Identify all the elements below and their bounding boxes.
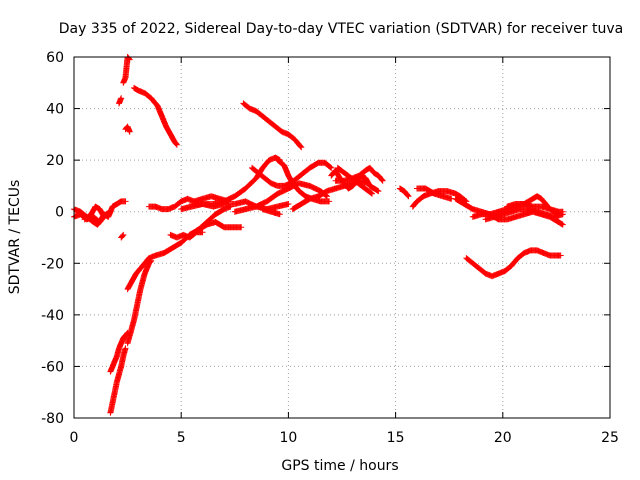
data-points [71,54,566,416]
plot-frame [73,56,611,419]
y-tick-label: -20 [41,256,64,272]
x-tick-label: 5 [177,430,186,446]
y-tick-label: 60 [46,50,64,66]
data-point-markers [122,123,133,135]
data-point-markers [414,185,455,202]
series-arc-27 [334,164,375,197]
x-tick-label: 0 [70,430,79,446]
data-point-markers [124,257,155,347]
series-arc-8 [118,231,127,241]
x-tick-label: 10 [279,430,297,446]
data-point-markers [334,164,375,197]
series-arc-12 [131,84,180,148]
axis-ticks: 0 5 10 15 20 25 -80 -60 -40 -20 0 20 40 60 [41,50,619,446]
y-tick-label: 0 [55,205,64,221]
series-arc-9 [122,123,133,135]
data-point-markers [240,100,305,151]
series-arc-34 [504,201,566,215]
x-tick-label: 20 [494,430,512,446]
data-point-markers [504,201,566,215]
series-arc-30 [414,185,455,202]
y-tick-label: 20 [46,153,64,169]
data-point-markers [107,345,129,416]
y-tick-label: -60 [41,359,64,375]
data-point-markers [186,219,245,238]
x-axis-label: GPS time / hours [281,458,398,474]
data-point-markers [396,185,412,200]
data-point-markers [81,203,107,223]
data-point-markers [124,255,152,293]
data-point-markers [259,206,283,218]
data-point-markers [120,54,133,86]
series-arc-28 [396,185,412,200]
series-arc-22 [240,100,305,151]
y-tick-label: -40 [41,308,64,324]
series-arc-4 [107,345,129,416]
x-tick-label: 25 [601,430,619,446]
data-point-markers [118,231,127,241]
series-arc-21 [231,180,330,215]
y-tick-label: 40 [46,102,64,118]
grid-lines [74,57,610,418]
series-arc-35 [463,247,564,280]
data-point-markers [116,95,125,107]
data-point-markers [131,84,180,148]
data-point-markers [463,247,564,280]
series-arc-14 [146,193,232,213]
series-arc-7 [124,255,152,293]
data-point-markers [107,329,131,375]
data-point-markers [231,180,330,215]
y-tick-label: -80 [41,411,64,427]
series-arc-6 [124,257,155,347]
series-arc-23 [259,206,283,218]
series-arc-10 [120,54,133,86]
x-tick-label: 15 [387,430,405,446]
y-axis-label: SDTVAR / TECUs [7,180,23,295]
data-point-markers [146,193,232,213]
chart-title: Day 335 of 2022, Sidereal Day-to-day VTE… [59,21,623,37]
data-point-markers [249,159,335,189]
series-arc-19 [249,159,335,189]
series-arc-11 [116,95,125,107]
series-arc-16 [186,219,245,238]
series-arc-33 [482,206,566,223]
data-point-markers [482,206,566,223]
series-arc-3 [81,203,107,223]
series-arc-5 [107,329,131,375]
